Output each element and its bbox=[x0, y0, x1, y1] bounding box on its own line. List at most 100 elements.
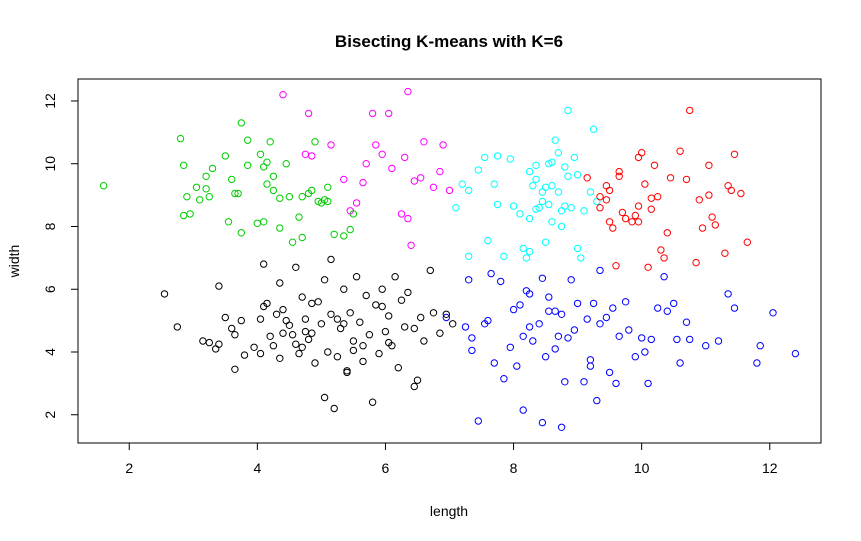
data-point bbox=[698, 224, 707, 232]
data-point bbox=[429, 309, 438, 317]
data-point bbox=[388, 164, 396, 173]
data-point bbox=[596, 204, 604, 212]
data-point bbox=[557, 310, 566, 318]
data-point bbox=[186, 210, 194, 218]
y-tick-label: 12 bbox=[42, 93, 58, 109]
data-point bbox=[333, 315, 342, 323]
data-point bbox=[352, 273, 361, 281]
data-point bbox=[605, 186, 614, 195]
data-point bbox=[404, 87, 412, 96]
data-point bbox=[359, 342, 367, 350]
data-point bbox=[196, 196, 204, 204]
data-point bbox=[304, 109, 313, 118]
data-point bbox=[657, 246, 665, 254]
data-point bbox=[439, 141, 447, 149]
data-point bbox=[529, 182, 537, 190]
data-point bbox=[654, 193, 662, 201]
data-point bbox=[638, 149, 646, 157]
data-point bbox=[343, 367, 351, 375]
data-point bbox=[663, 229, 671, 237]
cluster-5 bbox=[442, 266, 800, 431]
data-point bbox=[99, 182, 108, 190]
data-point bbox=[320, 393, 329, 402]
data-point bbox=[666, 174, 675, 182]
data-point bbox=[327, 310, 335, 318]
data-point bbox=[260, 163, 268, 171]
data-point bbox=[548, 158, 556, 166]
data-point bbox=[336, 324, 345, 333]
data-point bbox=[228, 324, 236, 333]
data-point bbox=[557, 222, 566, 231]
cluster-2 bbox=[279, 87, 454, 250]
data-point bbox=[449, 320, 457, 328]
data-point bbox=[593, 396, 601, 405]
data-point bbox=[368, 398, 377, 406]
data-point bbox=[224, 218, 233, 226]
data-point bbox=[753, 359, 761, 367]
data-point bbox=[513, 362, 521, 370]
data-point bbox=[625, 326, 633, 334]
data-point bbox=[314, 298, 322, 306]
data-point bbox=[586, 188, 595, 196]
data-point bbox=[612, 262, 620, 270]
data-point bbox=[538, 274, 547, 282]
data-point bbox=[208, 164, 217, 173]
data-point bbox=[605, 218, 614, 226]
data-point bbox=[490, 359, 498, 367]
data-point bbox=[564, 334, 572, 342]
data-point bbox=[340, 232, 348, 240]
data-point bbox=[234, 189, 242, 198]
data-point bbox=[352, 199, 361, 207]
y-tick-label: 2 bbox=[42, 411, 58, 419]
data-point bbox=[670, 299, 678, 308]
data-point bbox=[586, 362, 595, 370]
data-point bbox=[420, 337, 428, 345]
data-point bbox=[295, 349, 303, 358]
data-point bbox=[298, 343, 306, 351]
y-axis-label: width bbox=[6, 245, 22, 279]
data-point bbox=[519, 332, 527, 340]
data-point bbox=[702, 342, 710, 350]
data-point bbox=[311, 138, 319, 146]
data-point bbox=[279, 305, 287, 314]
data-point bbox=[484, 236, 492, 245]
data-point bbox=[541, 353, 550, 361]
data-point bbox=[385, 312, 393, 320]
data-point bbox=[442, 310, 450, 318]
data-point bbox=[724, 182, 732, 190]
data-point bbox=[231, 331, 239, 339]
data-point bbox=[375, 349, 383, 358]
data-point bbox=[282, 160, 290, 168]
data-point bbox=[349, 346, 358, 355]
data-point bbox=[272, 310, 281, 318]
data-point bbox=[250, 343, 258, 351]
cluster-6 bbox=[160, 255, 457, 413]
y-tick-label: 10 bbox=[42, 156, 58, 172]
data-point bbox=[634, 153, 643, 162]
data-point bbox=[263, 158, 271, 166]
data-point bbox=[686, 106, 694, 115]
data-point bbox=[663, 307, 671, 315]
data-point bbox=[298, 293, 306, 301]
data-point bbox=[324, 348, 332, 356]
data-point bbox=[695, 196, 703, 204]
data-point bbox=[644, 379, 652, 388]
data-point bbox=[436, 329, 444, 337]
data-point bbox=[253, 219, 261, 228]
data-point bbox=[442, 313, 450, 322]
data-point bbox=[634, 202, 643, 210]
data-point bbox=[215, 340, 223, 348]
data-point bbox=[596, 266, 604, 275]
data-point bbox=[721, 249, 729, 257]
data-point bbox=[573, 244, 582, 253]
data-point bbox=[205, 338, 214, 347]
data-point bbox=[532, 175, 540, 184]
data-point bbox=[525, 214, 534, 223]
data-point bbox=[554, 332, 563, 340]
data-point bbox=[176, 134, 185, 143]
data-point bbox=[506, 343, 514, 351]
data-point bbox=[381, 327, 390, 336]
data-point bbox=[231, 365, 239, 373]
data-point bbox=[285, 321, 294, 329]
data-point bbox=[324, 183, 332, 192]
